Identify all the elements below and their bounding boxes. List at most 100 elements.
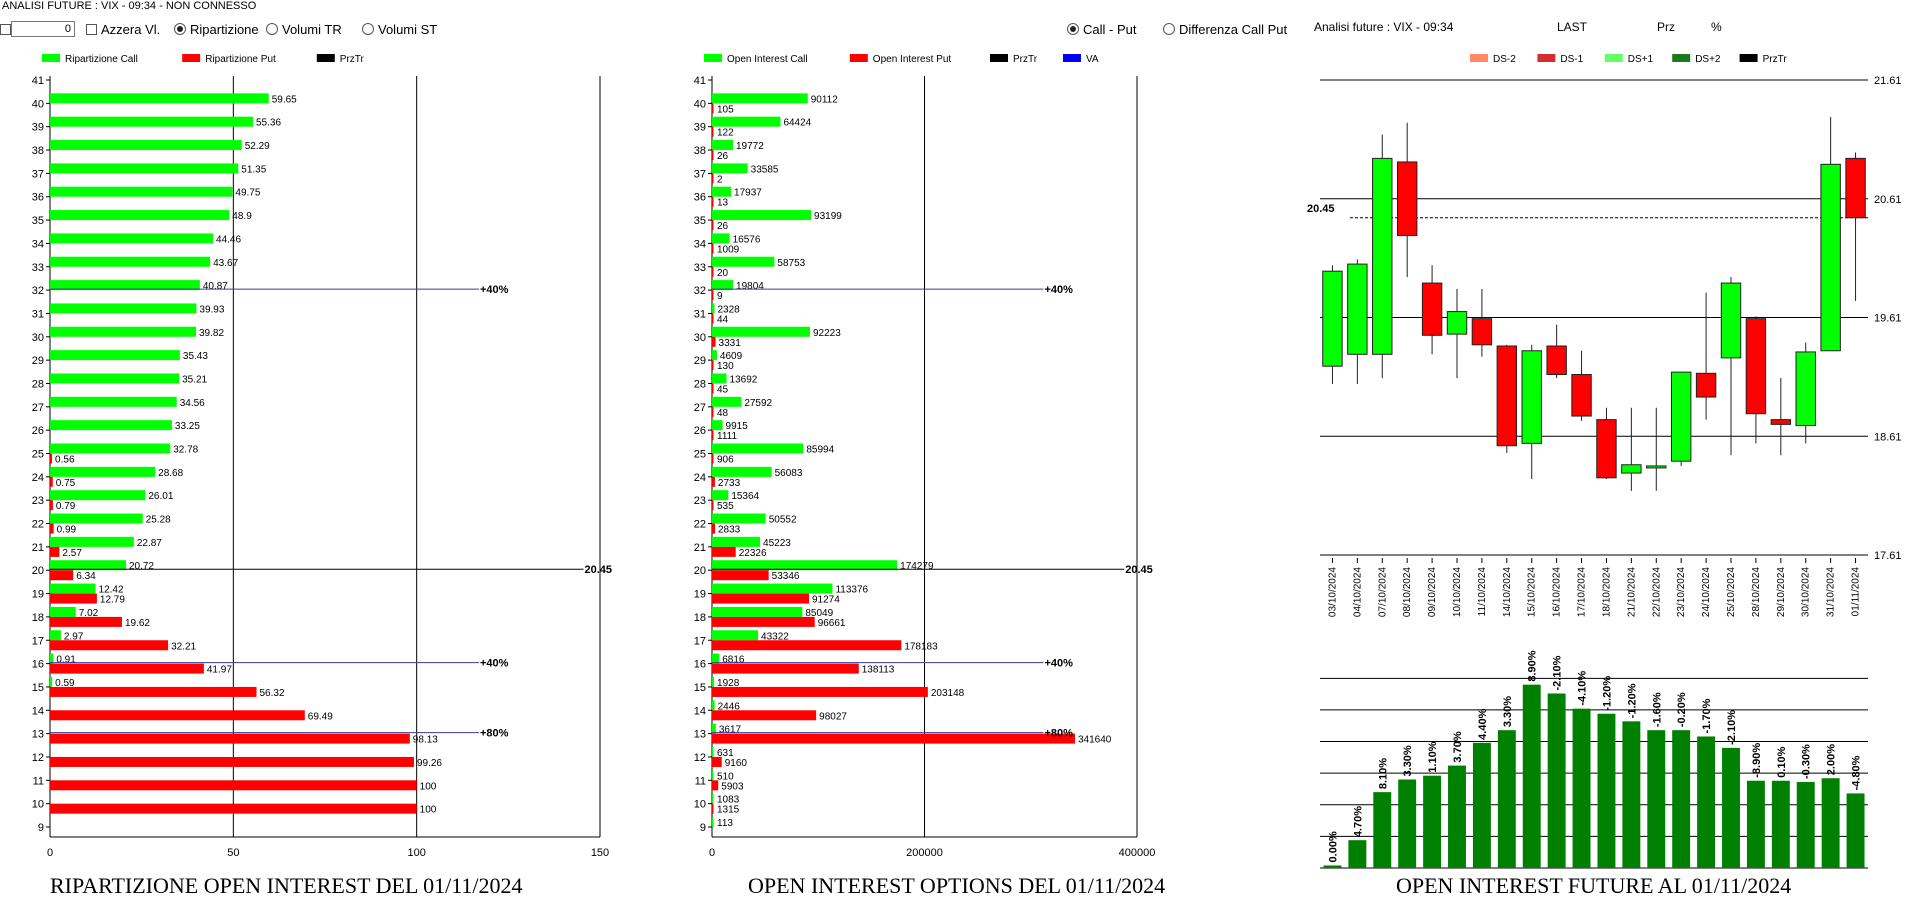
chart1-call-label: 20.72 bbox=[129, 561, 154, 572]
chart2-put-bar bbox=[712, 313, 714, 324]
chart2-put-bar bbox=[712, 733, 1075, 744]
chart2-y-tick-label: 10 bbox=[694, 799, 706, 811]
radio-ripartizione[interactable]: Ripartizione bbox=[174, 20, 259, 38]
chart2-call-bar bbox=[712, 560, 898, 571]
chart2-put-label: 98027 bbox=[819, 711, 847, 722]
chart2-legend-swatch bbox=[1063, 54, 1081, 62]
chart3-candle-body bbox=[1621, 464, 1642, 474]
chart1-put-bar bbox=[50, 733, 410, 744]
chart2-call-label: 56083 bbox=[775, 468, 803, 479]
chart3-candle-body bbox=[1372, 157, 1393, 355]
chart4-bar-label: -1.20% bbox=[1626, 683, 1638, 718]
chart2-legend-swatch bbox=[849, 54, 868, 62]
chart2-put-label: 1009 bbox=[717, 244, 740, 255]
chart2-put-bar bbox=[712, 290, 714, 301]
chart1-call-label: 32.78 bbox=[173, 445, 198, 456]
chart2-put-bar bbox=[712, 243, 714, 254]
chart2-put-bar bbox=[712, 640, 902, 651]
chart1-legend-swatch bbox=[316, 54, 335, 62]
chart2-call-bar bbox=[712, 700, 715, 711]
chart4-bar-label: 1.10% bbox=[1427, 741, 1439, 772]
azzera-checkbox[interactable]: Azzera Vl. bbox=[86, 20, 160, 38]
radio-call-put[interactable]: Call - Put bbox=[1067, 20, 1136, 38]
chart2-call-label: 45223 bbox=[763, 538, 791, 549]
radio-volumi-st[interactable]: Volumi ST bbox=[362, 20, 437, 38]
chart3-y-tick-label: 19.61 bbox=[1874, 313, 1902, 325]
chart1-y-tick-label: 19 bbox=[32, 589, 44, 601]
number-field[interactable]: 0 bbox=[11, 21, 75, 37]
chart3-candle-body bbox=[1720, 282, 1742, 359]
chart1-call-label: 55.36 bbox=[256, 118, 281, 129]
chart1-put-bar bbox=[50, 756, 414, 767]
radio-off-icon[interactable] bbox=[362, 23, 374, 35]
chart2-call-label: 2328 bbox=[717, 304, 740, 315]
chart1-x-tick-label: 100 bbox=[407, 847, 425, 859]
radio-off-icon[interactable] bbox=[266, 23, 278, 35]
chart2-y-tick-label: 37 bbox=[694, 168, 706, 180]
radio-on-icon[interactable] bbox=[174, 23, 186, 35]
chart3-x-tick-label: 03/10/2024 bbox=[1327, 567, 1338, 617]
chart2-put-label: 53346 bbox=[772, 571, 800, 582]
top-toolbar: ANALISI FUTURE : VIX - 09:34 - NON CONNE… bbox=[0, 0, 1920, 40]
chart1-marker-label: 20.45 bbox=[585, 564, 613, 576]
azzera-check-icon[interactable] bbox=[86, 23, 97, 35]
chart2-put-label: 2833 bbox=[718, 525, 741, 536]
chart2-put-bar bbox=[712, 383, 714, 394]
chart2-put-bar bbox=[712, 360, 714, 371]
chart1-call-label: 22.87 bbox=[137, 538, 162, 549]
chart2-legend-label: VA bbox=[1086, 54, 1099, 65]
chart2-call-bar bbox=[712, 373, 727, 384]
chart1-put-label: 0.75 bbox=[56, 478, 76, 489]
chart1-call-label: 25.28 bbox=[146, 515, 171, 526]
chart2-y-tick-label: 19 bbox=[694, 589, 706, 601]
chart1-y-tick-label: 25 bbox=[32, 449, 44, 461]
chart2-y-tick-label: 40 bbox=[694, 98, 706, 110]
chart1-y-tick-label: 26 bbox=[32, 425, 44, 437]
chart2-put-label: 2733 bbox=[718, 478, 741, 489]
chart3-x-tick-label: 18/10/2024 bbox=[1601, 567, 1612, 617]
chart3-x-tick-label: 01/11/2024 bbox=[1851, 567, 1862, 617]
chart4-bar bbox=[1472, 742, 1491, 868]
chart1-put-label: 32.21 bbox=[171, 641, 196, 652]
chart2-x-tick-label: 0 bbox=[709, 847, 715, 859]
chart4-bar bbox=[1821, 778, 1840, 868]
chart2-call-bar bbox=[712, 303, 715, 314]
chart2-put-label: 20 bbox=[717, 268, 729, 279]
chart1-y-tick-label: 33 bbox=[32, 262, 44, 274]
chart1-call-label: 33.25 bbox=[175, 421, 200, 432]
chart3-candle-body bbox=[1820, 163, 1841, 352]
select-checkbox[interactable] bbox=[0, 23, 11, 35]
chart3-candle-body bbox=[1396, 161, 1418, 237]
chart1-call-bar bbox=[50, 93, 269, 104]
chart3-legend-label: DS-2 bbox=[1493, 54, 1516, 65]
chart2-put-bar bbox=[712, 150, 714, 161]
chart2-y-tick-label: 23 bbox=[694, 495, 706, 507]
chart2-put-bar bbox=[712, 663, 859, 674]
chart1-x-tick-label: 0 bbox=[47, 847, 53, 859]
chart2-y-tick-label: 25 bbox=[694, 449, 706, 461]
chart4-bar bbox=[1323, 865, 1342, 868]
chart1-y-tick-label: 16 bbox=[32, 659, 44, 671]
toolbar-checkbox-box[interactable] bbox=[0, 20, 11, 38]
chart3-y-tick-label: 21.61 bbox=[1874, 75, 1902, 87]
chart4-bar bbox=[1622, 721, 1641, 868]
chart2-call-label: 19804 bbox=[736, 281, 764, 292]
radio-volumi-tr[interactable]: Volumi TR bbox=[266, 20, 342, 38]
chart3-y-tick-label: 17.61 bbox=[1874, 550, 1902, 562]
chart1-put-bar bbox=[50, 616, 122, 627]
radio-on-icon[interactable] bbox=[1067, 23, 1079, 35]
chart2-call-label: 93199 bbox=[814, 211, 842, 222]
chart2-put-label: 26 bbox=[717, 221, 729, 232]
radio-differenza[interactable]: Differenza Call Put bbox=[1163, 20, 1287, 38]
chart1-y-tick-label: 15 bbox=[32, 682, 44, 694]
chart3-candle-body bbox=[1446, 311, 1468, 335]
chart4-bar bbox=[1348, 840, 1367, 868]
chart2-put-label: 203148 bbox=[931, 688, 965, 699]
chart2-put-bar bbox=[712, 570, 769, 581]
chart3-x-tick-label: 16/10/2024 bbox=[1552, 567, 1563, 617]
radio-off-icon[interactable] bbox=[1163, 23, 1175, 35]
chart1-call-bar bbox=[50, 560, 126, 571]
chart2-put-bar bbox=[712, 686, 928, 697]
chart1-put-label: 99.26 bbox=[417, 758, 442, 769]
chart3-candle-body bbox=[1770, 419, 1792, 425]
